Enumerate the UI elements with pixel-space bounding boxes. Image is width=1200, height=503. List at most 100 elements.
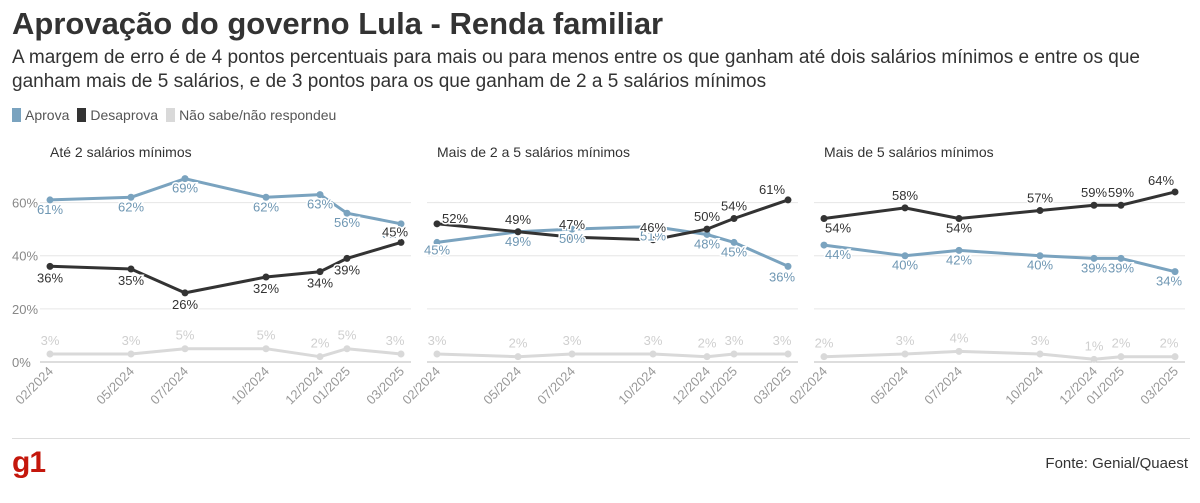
- data-label: 69%: [172, 181, 198, 196]
- data-label: 45%: [382, 224, 408, 239]
- y-tick-label: 60%: [12, 196, 38, 211]
- data-point: [1090, 355, 1098, 363]
- data-point: [703, 353, 711, 361]
- data-point: [127, 193, 135, 201]
- data-label: 2%: [509, 336, 528, 351]
- data-point: [181, 175, 189, 183]
- data-label: 3%: [1031, 333, 1050, 348]
- data-point: [1117, 254, 1125, 262]
- data-point: [343, 209, 351, 217]
- data-label: 2%: [1112, 336, 1131, 351]
- x-tick-label: 05/2024: [867, 364, 911, 408]
- data-point: [1117, 201, 1125, 209]
- page-subtitle: A margem de erro é de 4 pontos percentua…: [12, 47, 1140, 92]
- data-label: 2%: [1160, 336, 1179, 351]
- data-point: [901, 204, 909, 212]
- data-label: 39%: [334, 262, 360, 277]
- data-label: 62%: [118, 199, 144, 214]
- data-point: [730, 350, 738, 358]
- data-label: 44%: [825, 247, 851, 262]
- data-label: 63%: [307, 197, 333, 212]
- data-label: 36%: [37, 270, 63, 285]
- chart-panel-1: Até 2 salários mínimos 0% 20% 40% 60% 02/2024…: [12, 144, 411, 407]
- data-point: [181, 345, 189, 353]
- data-label: 3%: [122, 333, 141, 348]
- data-label: 56%: [334, 215, 360, 230]
- data-point: [433, 350, 441, 358]
- data-point: [46, 262, 54, 270]
- data-label: 45%: [424, 242, 450, 257]
- data-point: [1171, 268, 1179, 276]
- x-tick-label: 02/2024: [786, 364, 830, 408]
- data-point: [1036, 207, 1044, 215]
- data-label: 34%: [1156, 274, 1182, 289]
- data-point: [343, 254, 351, 262]
- data-point: [784, 350, 792, 358]
- data-label: 54%: [825, 221, 851, 236]
- legend: Aprova Desaprova Não sabe/não respondeu: [12, 107, 344, 123]
- data-point: [901, 252, 909, 260]
- g1-logo: g1: [12, 446, 46, 479]
- data-point: [1036, 252, 1044, 260]
- data-point: [514, 353, 522, 361]
- data-label: 59%: [1081, 185, 1107, 200]
- data-label: 35%: [118, 273, 144, 288]
- data-point: [1090, 201, 1098, 209]
- data-label: 2%: [698, 336, 717, 351]
- x-tick-label: 10/2024: [615, 364, 659, 408]
- data-point: [784, 262, 792, 270]
- data-point: [181, 289, 189, 297]
- legend-label-aprova: Aprova: [25, 107, 70, 123]
- x-tick-label: 07/2024: [147, 364, 191, 408]
- data-point: [46, 350, 54, 358]
- data-point: [901, 350, 909, 358]
- data-label: 3%: [428, 333, 447, 348]
- page-title: Aprovação do governo Lula - Renda famili…: [12, 6, 664, 41]
- data-label: 50%: [694, 209, 720, 224]
- data-label: 54%: [946, 221, 972, 236]
- x-tick-label: 02/2024: [399, 364, 443, 408]
- data-label: 3%: [644, 333, 663, 348]
- y-tick-label: 40%: [12, 249, 38, 264]
- x-tick-label: 03/2025: [750, 364, 794, 408]
- chart-title: Mais de 5 salários mínimos: [824, 144, 994, 160]
- data-label: 49%: [505, 212, 531, 227]
- data-label: 4%: [950, 330, 969, 345]
- data-point: [127, 265, 135, 273]
- data-point: [649, 222, 657, 230]
- footer-divider: [12, 438, 1190, 439]
- data-point: [1036, 350, 1044, 358]
- data-point: [1117, 353, 1125, 361]
- data-label: 59%: [1108, 185, 1134, 200]
- legend-swatch-desaprova: [77, 108, 87, 122]
- data-point: [1171, 353, 1179, 361]
- data-label: 64%: [1148, 173, 1174, 188]
- data-label: 40%: [892, 258, 918, 273]
- x-tick-label: 02/2024: [12, 364, 56, 408]
- data-label: 46%: [640, 220, 666, 235]
- chart-panel-2: Mais de 2 a 5 salários mínimos 02/2024 05/…: [399, 144, 798, 407]
- source-note: Fonte: Genial/Quaest: [1045, 455, 1188, 472]
- data-point: [433, 220, 441, 228]
- data-point: [730, 215, 738, 223]
- data-label: 51%: [640, 228, 666, 243]
- data-point: [703, 230, 711, 238]
- data-point: [730, 238, 738, 246]
- charts-area: Até 2 salários mínimos 0% 20% 40% 60% 02/2024…: [12, 144, 1185, 407]
- data-label: 47%: [559, 217, 585, 232]
- data-label: 61%: [759, 182, 785, 197]
- data-label: 61%: [37, 202, 63, 217]
- data-point: [127, 350, 135, 358]
- x-tick-label: 10/2024: [228, 364, 272, 408]
- data-point: [1171, 188, 1179, 196]
- data-label: 3%: [725, 333, 744, 348]
- data-label: 3%: [773, 333, 792, 348]
- chart-panel-3: Mais de 5 salários mínimos 02/2024 05/2024…: [786, 144, 1185, 407]
- data-label: 1%: [1085, 338, 1104, 353]
- data-point: [1090, 254, 1098, 262]
- x-tick-label: 10/2024: [1002, 364, 1046, 408]
- data-point: [316, 191, 324, 199]
- data-point: [46, 196, 54, 204]
- data-label: 36%: [769, 269, 795, 284]
- legend-label-desaprova: Desaprova: [90, 107, 159, 123]
